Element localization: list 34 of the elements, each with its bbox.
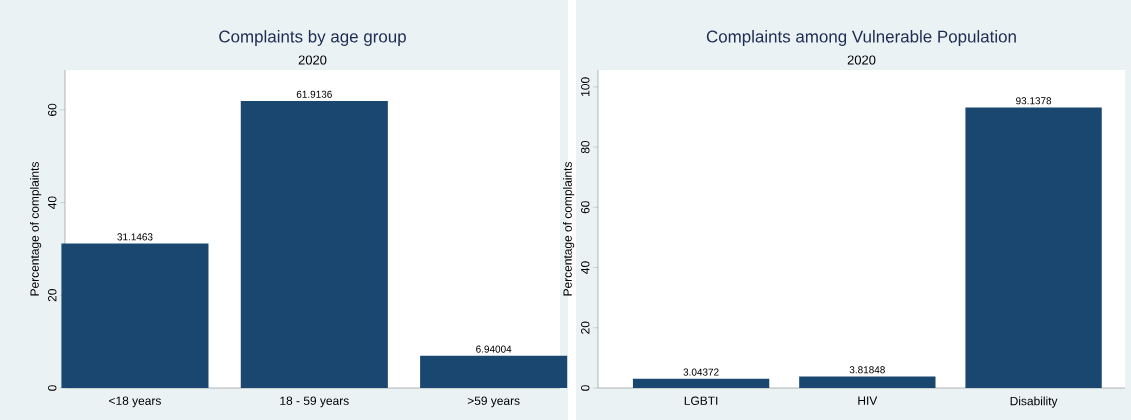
x-tick-label: Disability — [1010, 396, 1058, 408]
bar — [965, 107, 1102, 388]
y-tick-label: 40 — [48, 196, 57, 209]
y-tick-label: 60 — [48, 103, 57, 116]
data-label: 31.1463 — [117, 233, 153, 241]
data-label: 61.9136 — [296, 90, 332, 98]
y-tick-label: 0 — [581, 385, 590, 391]
y-tick-label: 40 — [581, 261, 590, 274]
y-tick-label: 100 — [581, 77, 590, 96]
x-tick-label: <18 years — [109, 396, 161, 408]
bar — [799, 376, 936, 388]
bar — [61, 243, 209, 388]
chart-title: Complaints among Vulnerable Population — [706, 30, 1016, 46]
bar — [632, 378, 770, 388]
data-label: 6.94004 — [476, 345, 512, 353]
data-label: 93.1378 — [1016, 97, 1052, 105]
chart-title: Complaints by age group — [219, 30, 406, 46]
x-tick-label: LGBTI — [684, 396, 718, 405]
y-axis-title: Percentage of complaints — [30, 162, 42, 296]
y-tick-label: 20 — [581, 321, 590, 334]
x-tick-label: >59 years — [467, 396, 520, 408]
x-tick-label: 18 - 59 years — [280, 396, 349, 408]
x-tick-label: HIV — [858, 396, 878, 405]
y-tick-label: 60 — [581, 201, 590, 214]
data-label: 3.81848 — [849, 366, 885, 374]
bar — [240, 101, 388, 388]
y-tick-label: 0 — [48, 385, 57, 391]
data-label: 3.04372 — [683, 368, 719, 376]
y-tick-label: 20 — [48, 289, 57, 302]
y-axis-title: Percentage of complaints — [563, 162, 575, 296]
y-tick-label: 80 — [581, 140, 590, 154]
chart-subtitle: 2020 — [298, 55, 327, 65]
bar — [420, 355, 568, 388]
chart-subtitle: 2020 — [847, 55, 876, 65]
